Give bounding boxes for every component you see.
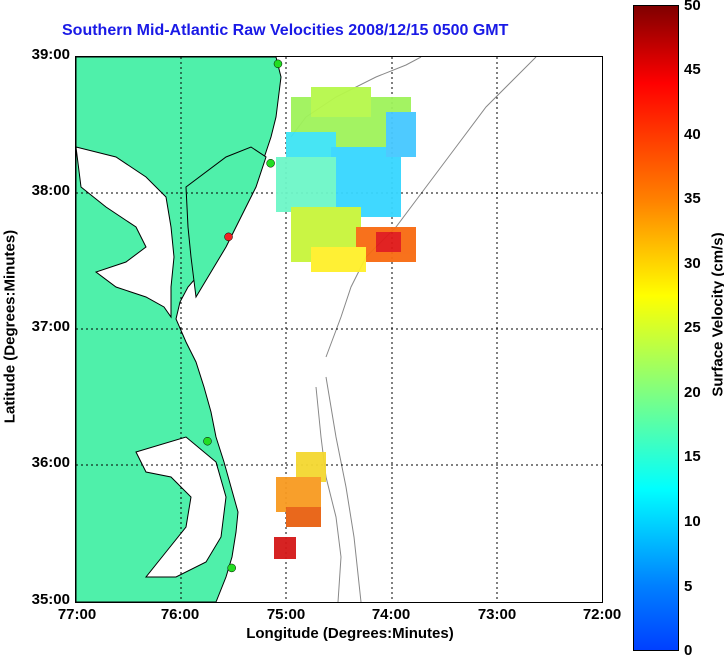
colorbar-tick-label: 5 [684,578,693,595]
chart-title: Southern Mid-Atlantic Raw Velocities 200… [62,22,509,39]
colorbar-tick-label: 10 [684,513,701,530]
map-plot-area [75,56,603,603]
station-marker [266,159,275,168]
station-marker [203,436,212,446]
colorbar-tick-label: 20 [684,384,701,401]
x-tick-label: 73:00 [477,606,517,623]
y-axis-label: Latitude (Degrees:Minutes) [1,229,19,424]
colorbar-tick-label: 30 [684,255,701,272]
bathymetry-contour [315,386,342,602]
x-tick-label: 76:00 [160,606,200,623]
x-tick-label: 74:00 [371,606,411,623]
y-tick-label: 35:00 [31,591,70,608]
bathymetry-contour [325,57,537,358]
station-marker [273,59,283,69]
chesapeake-bay [76,146,175,319]
station-markers [203,59,283,573]
y-tick-label: 39:00 [31,46,70,63]
colorbar-tick-label: 35 [684,190,701,207]
station-marker [227,563,236,573]
velocity-field-north [276,87,416,272]
bathymetry-contour [325,376,362,602]
pamlico-sound [135,436,227,578]
colorbar-tick-label: 45 [684,61,701,78]
y-tick-label: 38:00 [31,182,70,199]
station-marker [224,232,233,242]
colorbar-tick-label: 0 [684,642,693,659]
x-tick-label: 75:00 [266,606,306,623]
colorbar-tick-label: 25 [684,319,701,336]
y-tick-label: 37:00 [31,318,70,335]
colorbar-tick-label: 40 [684,126,701,143]
y-tick-label: 36:00 [31,454,70,471]
colorbar-label: Surface Velocity (cm/s) [709,232,724,397]
delmarva [185,146,267,299]
x-axis-label: Longitude (Degrees:Minutes) [246,625,454,642]
map-canvas [76,57,602,602]
colorbar [633,5,679,651]
colorbar-tick-label: 50 [684,0,701,14]
velocity-field-south [274,452,326,559]
x-tick-label: 72:00 [582,606,622,623]
x-tick-label: 77:00 [57,606,97,623]
colorbar-tick-label: 15 [684,448,701,465]
